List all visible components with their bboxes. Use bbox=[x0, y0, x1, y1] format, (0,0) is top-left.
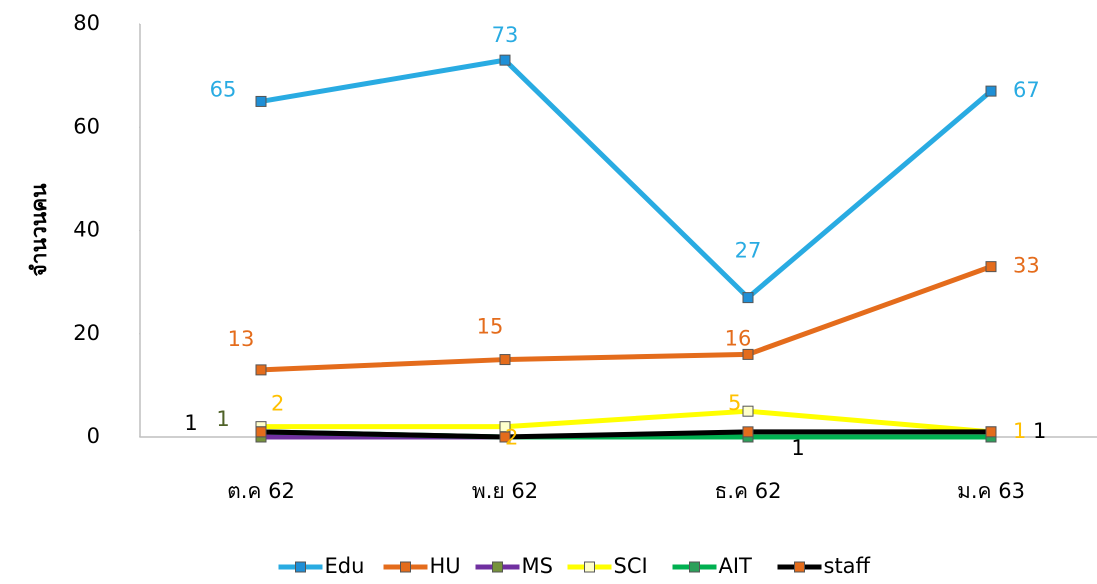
data-label: 73 bbox=[492, 23, 519, 47]
series-line bbox=[260, 264, 992, 373]
legend-marker bbox=[295, 561, 306, 573]
point-marker bbox=[985, 261, 997, 273]
y-tick-label: 60 bbox=[73, 114, 100, 138]
point-marker bbox=[499, 54, 511, 66]
data-label: 1 bbox=[184, 411, 197, 435]
data-label: 2 bbox=[271, 392, 284, 416]
legend-label: Edu bbox=[325, 554, 365, 578]
data-label: 27 bbox=[735, 239, 762, 263]
legend-marker bbox=[794, 561, 805, 573]
y-tick-label: 0 bbox=[87, 424, 100, 448]
legend-label: HU bbox=[430, 554, 461, 578]
legend-marker bbox=[689, 561, 700, 573]
data-label: 1 bbox=[1013, 419, 1026, 443]
point-marker bbox=[499, 354, 511, 366]
legend-marker bbox=[584, 561, 595, 573]
point-marker bbox=[985, 426, 997, 438]
point-marker bbox=[499, 431, 511, 443]
x-tick-label: ต.ค 62 bbox=[227, 479, 295, 503]
legend-marker bbox=[492, 561, 503, 573]
point-marker bbox=[255, 364, 267, 376]
y-axis-title: จำนวนคน bbox=[27, 183, 51, 277]
legend-label: MS bbox=[522, 554, 553, 578]
legend-label: AIT bbox=[719, 554, 753, 578]
data-label: 67 bbox=[1013, 78, 1040, 102]
data-label: 16 bbox=[725, 326, 752, 350]
data-label: 13 bbox=[228, 327, 255, 351]
point-marker bbox=[985, 85, 997, 97]
point-marker bbox=[742, 426, 754, 438]
data-label: 2 bbox=[505, 426, 518, 450]
data-label: 1 bbox=[791, 436, 804, 460]
point-marker bbox=[742, 292, 754, 304]
data-label: 1 bbox=[1033, 419, 1046, 443]
point-marker bbox=[742, 348, 754, 360]
x-tick-label: พ.ย 62 bbox=[472, 479, 538, 503]
legend-label: SCI bbox=[614, 554, 648, 578]
data-label: 65 bbox=[210, 77, 237, 101]
data-label: 5 bbox=[728, 391, 741, 415]
series-line bbox=[261, 408, 992, 435]
point-marker bbox=[742, 405, 754, 417]
legend-label: staff bbox=[824, 554, 871, 578]
x-tick-label: ม.ค 63 bbox=[957, 479, 1025, 503]
data-label: 15 bbox=[477, 315, 504, 339]
legend-marker bbox=[400, 561, 411, 573]
y-tick-label: 20 bbox=[73, 321, 100, 345]
point-marker bbox=[255, 95, 267, 107]
point-marker bbox=[255, 426, 267, 438]
x-tick-label: ธ.ค 62 bbox=[715, 479, 782, 503]
data-label: 33 bbox=[1013, 254, 1040, 278]
data-label: 1 bbox=[216, 407, 229, 431]
series-line bbox=[260, 429, 991, 440]
series-line bbox=[260, 57, 993, 301]
y-tick-label: 80 bbox=[73, 11, 100, 35]
y-tick-label: 40 bbox=[73, 218, 100, 242]
